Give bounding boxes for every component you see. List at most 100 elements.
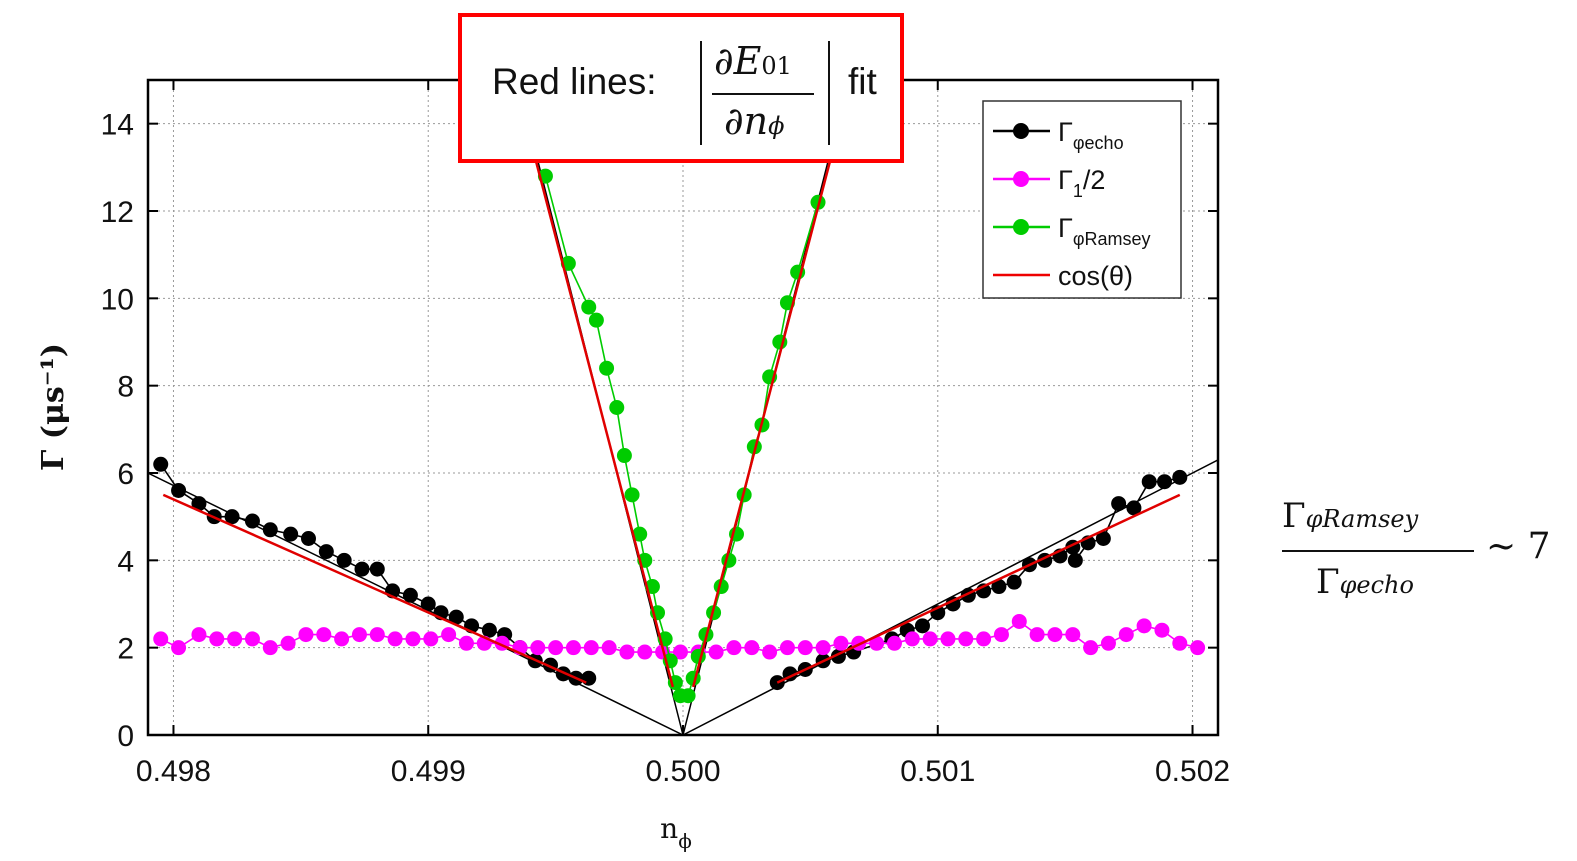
- data-point-gamma1: [886, 635, 902, 651]
- data-point-ramsey: [624, 487, 640, 503]
- ticks: [148, 80, 1218, 736]
- data-point-gamma1: [601, 640, 617, 656]
- data-point-gamma1: [744, 640, 760, 656]
- data-point-gamma1: [904, 631, 920, 647]
- data-point-gamma1: [762, 644, 778, 660]
- data-point-ramsey: [680, 688, 696, 704]
- x-tick-label: 0.502: [1155, 755, 1230, 788]
- data-point-echo: [244, 513, 260, 529]
- data-point-echo: [354, 561, 370, 577]
- data-point-gamma1: [1190, 640, 1206, 656]
- ratio-denominator: Γφecho: [1316, 562, 1414, 602]
- data-point-echo: [336, 552, 352, 568]
- data-point-gamma1: [922, 631, 938, 647]
- data-point-gamma1: [833, 635, 849, 651]
- y-tick-label: 8: [117, 371, 134, 404]
- data-point-echo: [1111, 496, 1127, 512]
- data-point-gamma1: [387, 631, 403, 647]
- data-point-echo: [420, 596, 436, 612]
- data-point-gamma1: [940, 631, 956, 647]
- ratio-relation: ~ 7: [1486, 526, 1551, 567]
- y-tick-label: 4: [117, 545, 134, 578]
- data-point-gamma1: [565, 640, 581, 656]
- series-gamma1: [153, 613, 1206, 660]
- fit-line-red: [776, 493, 1181, 684]
- data-point-gamma1: [1154, 622, 1170, 638]
- y-tick-label: 12: [101, 196, 134, 229]
- x-tick-label: 0.500: [645, 755, 720, 788]
- data-point-gamma1: [530, 640, 546, 656]
- annotation-denominator: ∂nϕ: [724, 99, 785, 143]
- data-point-gamma1: [405, 631, 421, 647]
- data-point-gamma1: [1011, 613, 1027, 629]
- data-point-echo: [402, 587, 418, 603]
- annotation-suffix: fit: [848, 61, 877, 102]
- data-point-gamma1: [815, 640, 831, 656]
- data-point-gamma1: [1136, 618, 1152, 634]
- data-point-gamma1: [244, 631, 260, 647]
- fit-line-black: [148, 459, 1218, 735]
- data-point-ramsey: [810, 194, 826, 210]
- data-point-gamma1: [369, 627, 385, 643]
- legend-entry: Γ1/2: [1058, 165, 1105, 201]
- y-axis-label: Γ (μs⁻¹): [36, 343, 71, 471]
- data-point-ramsey: [599, 360, 615, 376]
- data-point-gamma1: [958, 631, 974, 647]
- x-tick-label: 0.498: [136, 755, 211, 788]
- data-point-ramsey: [581, 299, 597, 315]
- data-point-echo: [1172, 469, 1188, 485]
- data-point-gamma1: [280, 635, 296, 651]
- x-axis-label-sub: ϕ: [678, 829, 692, 853]
- data-point-gamma1: [441, 627, 457, 643]
- data-point-gamma1: [726, 640, 742, 656]
- data-point-echo: [369, 561, 385, 577]
- legend-entry: ΓφRamsey: [1058, 213, 1151, 249]
- legend-marker: [1013, 171, 1029, 187]
- data-point-echo: [318, 544, 334, 560]
- data-point-echo: [991, 579, 1007, 595]
- data-point-ramsey: [746, 439, 762, 455]
- data-point-gamma1: [458, 635, 474, 651]
- fit-line-red: [162, 493, 587, 684]
- data-point-echo: [581, 670, 597, 686]
- data-point-gamma1: [298, 627, 314, 643]
- ratio-fraction-bar: [1282, 550, 1474, 552]
- data-point-gamma1: [351, 627, 367, 643]
- data-point-gamma1: [1047, 627, 1063, 643]
- data-point-gamma1: [797, 640, 813, 656]
- data-point-gamma1: [779, 640, 795, 656]
- legend-entry: Γφecho: [1058, 117, 1124, 153]
- ratio-numerator: ΓφRamsey: [1282, 496, 1419, 536]
- data-point-gamma1: [619, 644, 635, 660]
- data-point-gamma1: [171, 640, 187, 656]
- ratio-expression: ΓφRamsey Γφecho ~ 7: [1280, 480, 1570, 610]
- abs-bar-left: [700, 41, 702, 145]
- data-point-gamma1: [672, 644, 688, 660]
- data-point-gamma1: [1100, 635, 1116, 651]
- data-point-gamma1: [637, 644, 653, 660]
- annotation-box: Red lines: ∂E01 ∂nϕ fit: [458, 13, 904, 163]
- series-ramsey: [537, 168, 826, 704]
- data-point-gamma1: [1172, 635, 1188, 651]
- data-point-gamma1: [1083, 640, 1099, 656]
- data-point-gamma1: [227, 631, 243, 647]
- data-point-gamma1: [976, 631, 992, 647]
- x-tick-label: 0.499: [391, 755, 466, 788]
- data-point-echo: [914, 618, 930, 634]
- data-point-echo: [301, 531, 316, 546]
- y-tick-label: 10: [101, 283, 134, 316]
- data-point-gamma1: [548, 640, 564, 656]
- data-point-gamma1: [316, 627, 332, 643]
- abs-bar-right: [828, 41, 830, 145]
- data-point-echo: [283, 526, 299, 542]
- legend-entry: cos(θ): [1058, 261, 1133, 291]
- data-point-echo: [1126, 500, 1142, 516]
- series-line-ramsey: [544, 175, 819, 697]
- data-point-gamma1: [583, 640, 599, 656]
- data-point-gamma1: [708, 644, 724, 660]
- legend: Γφecho Γ1/2 ΓφRamsey cos(θ): [982, 100, 1182, 299]
- series-layer: [153, 168, 1206, 704]
- data-point-gamma1: [1029, 627, 1045, 643]
- data-point-gamma1: [262, 640, 278, 656]
